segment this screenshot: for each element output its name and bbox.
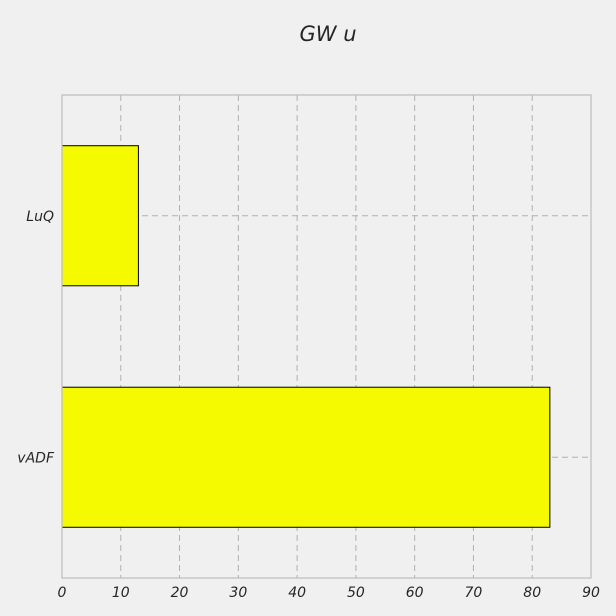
bar-vadf [61, 386, 551, 528]
y-tick-label: vADF [17, 450, 55, 466]
x-tick-label: 50 [347, 585, 365, 601]
x-tick-label: 40 [288, 585, 306, 601]
x-tick-label: 10 [112, 585, 130, 601]
x-tick-label: 20 [171, 585, 189, 601]
x-tick-label: 80 [523, 585, 541, 601]
y-tick-label: LuQ [26, 209, 54, 225]
x-tick-label: 90 [582, 585, 600, 601]
x-tick-label: 70 [465, 585, 483, 601]
x-axis-ticks: 0 10 20 30 40 50 60 70 80 90 [58, 585, 600, 601]
x-tick-label: 60 [406, 585, 424, 601]
x-tick-label: 0 [58, 585, 67, 601]
bar-luq [61, 145, 139, 287]
x-tick-label: 30 [229, 585, 247, 601]
plot-frame [61, 94, 592, 579]
bars [61, 145, 551, 528]
y-axis-ticks: vADF LuQ [17, 209, 55, 467]
chart-title: GW u [299, 22, 356, 46]
